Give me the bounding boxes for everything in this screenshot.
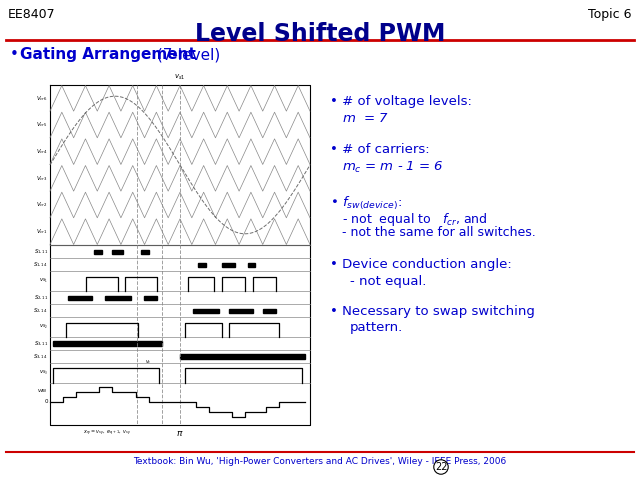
Bar — [229, 309, 253, 312]
Text: $V_{cr5}$: $V_{cr5}$ — [36, 120, 48, 130]
Bar — [68, 296, 92, 300]
Text: • # of carriers:: • # of carriers: — [330, 143, 429, 156]
Text: EE8407: EE8407 — [8, 8, 56, 21]
Text: $S_{3,14}$: $S_{3,14}$ — [33, 352, 48, 360]
Bar — [94, 250, 102, 253]
Text: $V_{cr3}$: $V_{cr3}$ — [36, 174, 48, 183]
Text: Level Shifted PWM: Level Shifted PWM — [195, 22, 445, 46]
Text: • Device conduction angle:: • Device conduction angle: — [330, 258, 512, 271]
Text: pattern.: pattern. — [350, 321, 403, 334]
Text: $V_{cr1}$: $V_{cr1}$ — [36, 227, 48, 236]
Text: •: • — [10, 47, 19, 62]
Text: - not  equal to   $f_{cr}$, and: - not equal to $f_{cr}$, and — [342, 211, 488, 228]
Bar — [180, 354, 305, 359]
Text: $v_{S_2}$: $v_{S_2}$ — [39, 323, 48, 331]
Bar — [221, 263, 235, 266]
Text: $V_{cr6}$: $V_{cr6}$ — [36, 94, 48, 103]
Bar — [52, 341, 162, 346]
Text: Textbook: Bin Wu, 'High-Power Converters and AC Drives', Wiley - IEEE Press, 200: Textbook: Bin Wu, 'High-Power Converters… — [133, 457, 507, 466]
Text: $v_{S_1}$: $v_{S_1}$ — [39, 277, 48, 285]
Text: 0: 0 — [45, 399, 48, 404]
Text: • $f_{sw(device)}$:: • $f_{sw(device)}$: — [330, 195, 402, 212]
Text: $S_{2,14}$: $S_{2,14}$ — [33, 306, 48, 314]
Bar — [141, 250, 149, 253]
Text: $S_{1,11}$: $S_{1,11}$ — [33, 247, 48, 255]
Text: $m_c$ = $m$ - 1 = 6: $m_c$ = $m$ - 1 = 6 — [342, 160, 444, 175]
Text: • # of voltage levels:: • # of voltage levels: — [330, 95, 472, 108]
Bar — [104, 296, 131, 300]
Text: $v_{S_3}$: $v_{S_3}$ — [39, 369, 48, 377]
Bar — [198, 263, 206, 266]
Text: $v_{AN}$: $v_{AN}$ — [37, 387, 48, 396]
Text: - not the same for all switches.: - not the same for all switches. — [342, 226, 536, 239]
Bar — [193, 309, 219, 312]
Text: (7-level): (7-level) — [152, 47, 220, 62]
Text: $V_{cr2}$: $V_{cr2}$ — [36, 201, 48, 209]
Text: $v_c$: $v_c$ — [145, 358, 152, 366]
Text: Gating Arrangement: Gating Arrangement — [20, 47, 196, 62]
Bar — [263, 309, 276, 312]
Text: • Necessary to swap switching: • Necessary to swap switching — [330, 305, 535, 318]
Bar — [113, 250, 123, 253]
Text: $v_{s1}$: $v_{s1}$ — [174, 73, 186, 82]
Text: $S_{1,14}$: $S_{1,14}$ — [33, 260, 48, 269]
Text: $S_{3,11}$: $S_{3,11}$ — [33, 339, 48, 348]
Text: $S_{2,11}$: $S_{2,11}$ — [33, 293, 48, 301]
Text: $V_{cr4}$: $V_{cr4}$ — [36, 147, 48, 156]
Text: 22: 22 — [435, 462, 447, 472]
Text: $\pi$: $\pi$ — [176, 429, 184, 438]
Text: - not equal.: - not equal. — [350, 275, 426, 288]
Bar — [248, 263, 255, 266]
Bar — [143, 296, 157, 300]
Text: $x_{sy}=v_{sy},\ e_{q+1},\ v_{sy}$: $x_{sy}=v_{sy},\ e_{q+1},\ v_{sy}$ — [83, 429, 131, 438]
Text: $m$  = 7: $m$ = 7 — [342, 112, 389, 125]
Text: Topic 6: Topic 6 — [589, 8, 632, 21]
